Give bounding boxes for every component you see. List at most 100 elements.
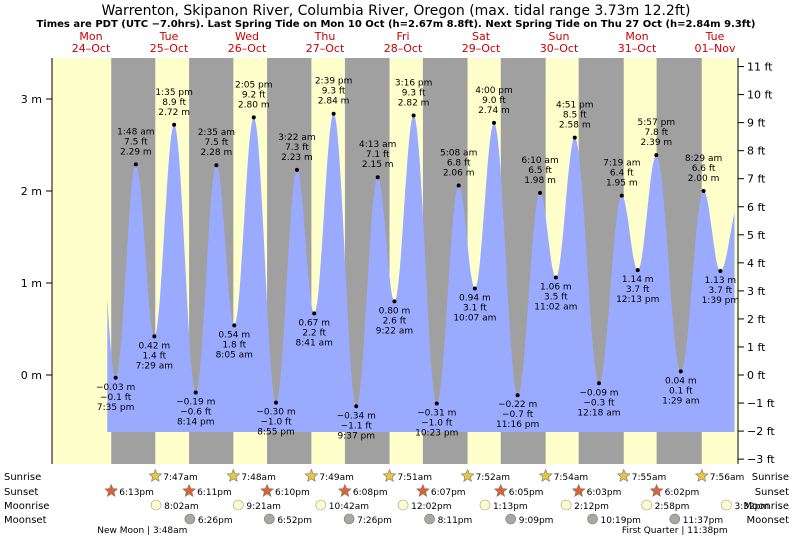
chart-header: Warrenton, Skipanon River, Columbia Rive… — [36, 3, 755, 30]
tide-dot — [152, 334, 157, 339]
sunset-icon — [493, 483, 508, 497]
tide-point-low: 0.67 m2.2 ft8:41 am — [296, 311, 333, 348]
moonrise-time: 2:12pm — [574, 502, 609, 512]
tide-dot — [635, 268, 640, 273]
right-tick-label: 7 ft — [747, 173, 766, 186]
sunrise-time: 7:54am — [554, 473, 589, 483]
tide-time: 2:39 pm — [315, 77, 353, 87]
moonrise-icon — [233, 499, 244, 511]
tide-point-high: 8:29 am6.6 ft2.00 m — [685, 154, 722, 193]
moonrise-time: 8:02am — [164, 502, 199, 512]
sunrise-icon — [460, 468, 475, 482]
day-name: Tue — [705, 30, 725, 43]
sunrise-time: 7:56am — [710, 473, 745, 483]
sunset-icon — [104, 483, 119, 497]
day-name: Fri — [396, 30, 409, 43]
right-tick-label: −2 ft — [747, 425, 775, 438]
tide-time: 8:55 pm — [257, 428, 295, 438]
tide-height-m: 2.74 m — [478, 106, 510, 116]
tide-point-high: 1:48 am7.5 ft2.29 m — [117, 127, 155, 167]
tide-time: 10:07 am — [453, 314, 496, 324]
moonrise-icon — [397, 499, 409, 511]
tide-height-ft: 2.6 ft — [383, 316, 407, 326]
tide-height-m: 0.80 m — [379, 306, 411, 316]
tide-height-m: −0.30 m — [256, 408, 295, 418]
sunset-time: 6:02pm — [665, 488, 700, 498]
tide-time: 6:10 am — [521, 156, 558, 166]
tide-dot — [701, 189, 706, 193]
tide-height-m: 0.67 m — [298, 318, 330, 328]
tide-height-m: 2.39 m — [641, 138, 673, 148]
tide-time: 1:48 am — [117, 127, 154, 137]
tide-height-m: 1.98 m — [524, 176, 556, 186]
tide-dot — [596, 381, 601, 386]
sunset-icon — [260, 483, 274, 497]
tide-dot — [538, 190, 543, 195]
tide-height-ft: 1.4 ft — [142, 351, 166, 361]
tide-height-ft: −0.3 ft — [583, 398, 615, 408]
tide-dot — [515, 393, 520, 398]
tide-point-low: −0.03 m−0.1 ft7:35 pm — [96, 375, 135, 413]
tide-dot — [678, 369, 683, 374]
tide-height-m: 1.95 m — [606, 179, 638, 189]
left-tick-label: 3 m — [21, 93, 42, 106]
tide-height-ft: 8.5 ft — [563, 111, 587, 121]
tide-point-low: −0.19 m−0.6 ft8:14 pm — [176, 390, 215, 427]
tide-time: 11:02 am — [534, 302, 577, 312]
tide-height-ft: −0.6 ft — [180, 407, 212, 417]
tide-height-m: −0.31 m — [417, 409, 456, 419]
tide-height-m: 2.29 m — [120, 147, 152, 157]
right-tick-label: 8 ft — [747, 145, 766, 158]
moonrise-icon — [560, 499, 572, 511]
day-headers: Mon24–OctTue25–OctWed26–OctThu27–OctFri2… — [72, 30, 736, 55]
tide-point-high: 2:35 am7.5 ft2.28 m — [198, 128, 235, 168]
tide-point-low: −0.30 m−1.0 ft8:55 pm — [256, 400, 296, 438]
tide-height-m: 1.13 m — [705, 276, 737, 286]
sunset-time: 6:03pm — [587, 488, 622, 498]
tide-time: 4:51 pm — [556, 101, 594, 111]
moonset-icon — [343, 513, 355, 525]
sunset-time: 6:05pm — [509, 488, 544, 498]
tide-height-m: 2.82 m — [398, 99, 430, 109]
tide-height-m: 2.06 m — [443, 168, 475, 178]
tide-point-high: 5:57 pm7.8 ft2.39 m — [638, 118, 675, 158]
right-tick-label: 5 ft — [747, 229, 766, 242]
moonrise-icon — [315, 499, 327, 511]
tide-height-m: 2.23 m — [281, 153, 313, 163]
tide-dot — [172, 122, 177, 127]
tide-point-low: 0.80 m2.6 ft9:22 am — [376, 299, 413, 336]
sunrise-time: 7:49am — [319, 473, 354, 483]
tide-height-m: −0.34 m — [337, 411, 376, 421]
sunset-row-label-left: Sunset — [4, 487, 38, 498]
tide-point-low: 0.04 m0.1 ft1:29 am — [662, 369, 699, 406]
moonset-icon — [587, 513, 598, 525]
left-tick-label: 1 m — [21, 277, 42, 290]
tide-dot — [331, 111, 336, 116]
tide-height-ft: −1.1 ft — [341, 421, 373, 431]
tide-dot — [434, 401, 439, 406]
sunset-time: 6:13pm — [119, 488, 154, 498]
sun-moon-rows: Sunrise Sunrise Sunset Sunset Moonrise Moonri… — [4, 468, 789, 536]
day-date: 25–Oct — [150, 42, 189, 55]
tide-height-m: 0.94 m — [459, 294, 491, 304]
tide-dot — [375, 175, 380, 180]
moonset-time: 10:19pm — [601, 516, 641, 526]
left-tick-label: 2 m — [21, 185, 42, 198]
moonset-time: 6:52pm — [277, 516, 312, 526]
tide-point-high: 3:22 am7.3 ft2.23 m — [278, 133, 316, 172]
moonset-icon — [669, 513, 681, 525]
moonset-time: 11:37pm — [683, 516, 723, 526]
tide-time: 9:37 pm — [337, 431, 375, 441]
moonrise-icon — [150, 499, 162, 511]
tide-dot — [472, 286, 477, 291]
day-date: 27–Oct — [306, 42, 345, 55]
tide-point-low: 0.54 m1.8 ft8:05 am — [216, 323, 253, 360]
day-date: 26–Oct — [228, 42, 267, 55]
tide-height-m: 2.28 m — [201, 148, 233, 158]
tide-height-ft: −0.7 ft — [502, 410, 534, 420]
moonrise-time: 12:02pm — [411, 502, 451, 512]
